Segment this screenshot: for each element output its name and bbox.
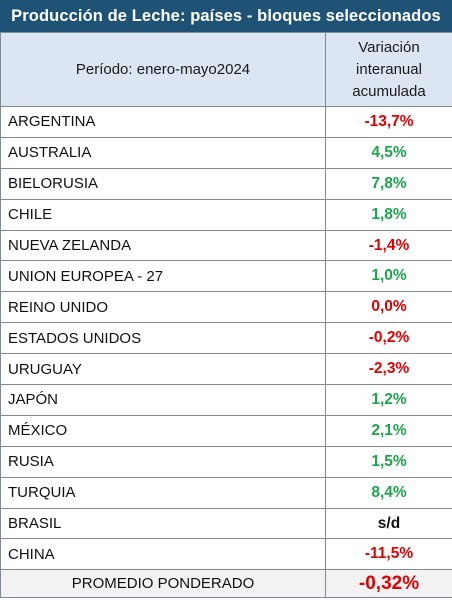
country-cell: BIELORUSIA xyxy=(0,167,326,200)
table-row: MÉXICO 2,1% xyxy=(0,414,452,447)
weighted-average-label: PROMEDIO PONDERADO xyxy=(0,569,326,599)
period-header: Período: enero-mayo2024 xyxy=(0,32,326,107)
table-row: CHILE 1,8% xyxy=(0,198,452,231)
table-row: JAPÓN 1,2% xyxy=(0,384,452,416)
table-row: ESTADOS UNIDOS -0,2% xyxy=(0,322,452,355)
table-row: CHINA -11,5% xyxy=(0,538,452,571)
variation-cell: 1,0% xyxy=(325,260,452,293)
variation-cell: -0,2% xyxy=(325,322,452,355)
table-row: RUSIA 1,5% xyxy=(0,445,452,478)
country-cell: NUEVA ZELANDA xyxy=(0,229,326,262)
country-cell: CHINA xyxy=(0,538,326,571)
table-title: Producción de Leche: países - bloques se… xyxy=(0,0,452,32)
table-row: NUEVA ZELANDA -1,4% xyxy=(0,229,452,262)
variation-header: Variación interanual acumulada xyxy=(325,32,452,107)
country-cell: MÉXICO xyxy=(0,414,326,447)
country-cell: CHILE xyxy=(0,198,326,231)
country-cell: URUGUAY xyxy=(0,353,326,386)
variation-cell: s/d xyxy=(325,507,452,540)
table-row: BRASIL s/d xyxy=(0,507,452,540)
country-cell: ESTADOS UNIDOS xyxy=(0,322,326,355)
weighted-average-value: -0,32% xyxy=(325,569,452,599)
variation-header-line1: Variación xyxy=(358,38,420,56)
variation-cell: -2,3% xyxy=(325,353,452,386)
variation-cell: 1,5% xyxy=(325,445,452,478)
variation-cell: 4,5% xyxy=(325,136,452,169)
variation-cell: 8,4% xyxy=(325,476,452,509)
table-row: ARGENTINA -13,7% xyxy=(0,106,452,138)
country-cell: RUSIA xyxy=(0,445,326,478)
variation-cell: 7,8% xyxy=(325,167,452,200)
header-row: Período: enero-mayo2024 Variación intera… xyxy=(0,32,452,107)
variation-header-line2: interanual xyxy=(356,60,422,78)
country-cell: UNION EUROPEA - 27 xyxy=(0,260,326,293)
country-cell: BRASIL xyxy=(0,507,326,540)
country-cell: REINO UNIDO xyxy=(0,291,326,324)
variation-cell: -11,5% xyxy=(325,538,452,571)
variation-cell: 1,2% xyxy=(325,384,452,416)
variation-cell: 1,8% xyxy=(325,198,452,231)
variation-cell: -1,4% xyxy=(325,229,452,262)
table-row: BIELORUSIA 7,8% xyxy=(0,167,452,200)
table-row: REINO UNIDO 0,0% xyxy=(0,291,452,324)
country-cell: TURQUIA xyxy=(0,476,326,509)
table-row: UNION EUROPEA - 27 1,0% xyxy=(0,260,452,293)
variation-cell: 0,0% xyxy=(325,291,452,324)
country-cell: JAPÓN xyxy=(0,384,326,416)
data-table: Período: enero-mayo2024 Variación intera… xyxy=(0,32,452,599)
country-cell: ARGENTINA xyxy=(0,106,326,138)
variation-cell: -13,7% xyxy=(325,106,452,138)
table-row: AUSTRALIA 4,5% xyxy=(0,136,452,169)
country-cell: AUSTRALIA xyxy=(0,136,326,169)
variation-cell: 2,1% xyxy=(325,414,452,447)
variation-header-line3: acumulada xyxy=(352,82,426,100)
table-row: TURQUIA 8,4% xyxy=(0,476,452,509)
weighted-average-row: PROMEDIO PONDERADO -0,32% xyxy=(0,569,452,599)
table-row: URUGUAY -2,3% xyxy=(0,353,452,386)
